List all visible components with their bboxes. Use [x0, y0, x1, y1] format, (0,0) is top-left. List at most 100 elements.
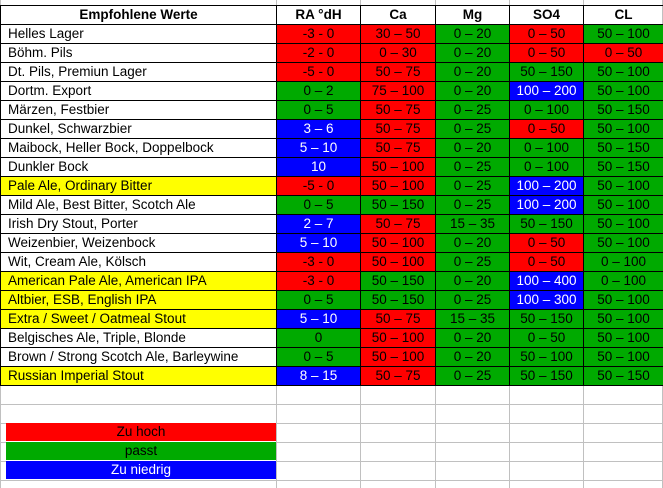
value-cell[interactable]: 50 – 100: [584, 25, 663, 43]
column-header[interactable]: Ca: [389, 7, 407, 22]
value-cell[interactable]: 30 – 50: [361, 25, 435, 43]
value-cell[interactable]: 5 – 10: [277, 139, 360, 157]
value-cell[interactable]: 100 – 300: [510, 291, 583, 309]
beer-style-cell[interactable]: Maibock, Heller Bock, Doppelbock: [8, 140, 214, 155]
value-cell[interactable]: 100 – 200: [510, 177, 583, 195]
value-cell[interactable]: -3 - 0: [277, 272, 360, 290]
value-cell[interactable]: 50 – 100: [361, 234, 435, 252]
value-cell[interactable]: 0 – 20: [436, 139, 509, 157]
beer-style-cell[interactable]: American Pale Ale, American IPA: [1, 272, 276, 290]
value-cell[interactable]: 50 – 100: [584, 82, 663, 100]
value-cell[interactable]: 8 – 15: [277, 367, 360, 385]
value-cell[interactable]: 0 – 50: [510, 329, 583, 347]
value-cell[interactable]: 50 – 100: [584, 310, 663, 328]
value-cell[interactable]: 0 – 50: [510, 120, 583, 138]
beer-style-cell[interactable]: Böhm. Pils: [8, 45, 73, 60]
beer-style-cell[interactable]: Altbier, ESB, English IPA: [1, 291, 276, 309]
beer-style-cell[interactable]: Weizenbier, Weizenbock: [8, 235, 156, 250]
value-cell[interactable]: 15 – 35: [436, 310, 509, 328]
value-cell[interactable]: 0 – 20: [436, 272, 509, 290]
value-cell[interactable]: 50 – 75: [361, 101, 435, 119]
value-cell[interactable]: 50 – 150: [361, 291, 435, 309]
beer-style-cell[interactable]: Extra / Sweet / Oatmeal Stout: [1, 310, 276, 328]
value-cell[interactable]: -2 - 0: [277, 44, 360, 62]
value-cell[interactable]: 0 – 100: [584, 272, 663, 290]
value-cell[interactable]: 50 – 100: [584, 291, 663, 309]
column-header[interactable]: SO4: [532, 7, 560, 22]
value-cell[interactable]: 50 – 75: [361, 120, 435, 138]
column-header[interactable]: Empfohlene Werte: [79, 7, 198, 22]
value-cell[interactable]: -5 - 0: [277, 63, 360, 81]
value-cell[interactable]: 50 – 150: [510, 215, 583, 233]
value-cell[interactable]: 0 – 20: [436, 329, 509, 347]
value-cell[interactable]: 0 – 25: [436, 291, 509, 309]
value-cell[interactable]: 100 – 200: [510, 82, 583, 100]
value-cell[interactable]: 50 – 150: [361, 196, 435, 214]
value-cell[interactable]: 0 – 5: [277, 291, 360, 309]
value-cell[interactable]: 0 – 20: [436, 63, 509, 81]
value-cell[interactable]: 5 – 10: [277, 310, 360, 328]
beer-style-cell[interactable]: Russian Imperial Stout: [1, 367, 276, 385]
value-cell[interactable]: 0 – 20: [436, 234, 509, 252]
value-cell[interactable]: 50 – 75: [361, 139, 435, 157]
value-cell[interactable]: 50 – 100: [584, 215, 663, 233]
value-cell[interactable]: 0 – 5: [277, 348, 360, 366]
beer-style-cell[interactable]: Mild Ale, Best Bitter, Scotch Ale: [8, 197, 196, 212]
value-cell[interactable]: 50 – 100: [584, 177, 663, 195]
value-cell[interactable]: 0 – 100: [510, 101, 583, 119]
value-cell[interactable]: 0 – 100: [510, 139, 583, 157]
value-cell[interactable]: 75 – 100: [361, 82, 435, 100]
value-cell[interactable]: 50 – 75: [361, 63, 435, 81]
value-cell[interactable]: 50 – 100: [584, 234, 663, 252]
value-cell[interactable]: -3 - 0: [277, 25, 360, 43]
value-cell[interactable]: 3 – 6: [277, 120, 360, 138]
value-cell[interactable]: 0 – 20: [436, 348, 509, 366]
value-cell[interactable]: 0 – 25: [436, 177, 509, 195]
value-cell[interactable]: 50 – 100: [584, 63, 663, 81]
value-cell[interactable]: 50 – 150: [584, 158, 663, 176]
value-cell[interactable]: 0 – 25: [436, 120, 509, 138]
value-cell[interactable]: 0 – 5: [277, 101, 360, 119]
value-cell[interactable]: 2 – 7: [277, 215, 360, 233]
value-cell[interactable]: 50 – 100: [361, 177, 435, 195]
column-header[interactable]: RA °dH: [295, 7, 342, 22]
value-cell[interactable]: 50 – 100: [584, 348, 663, 366]
value-cell[interactable]: 5 – 10: [277, 234, 360, 252]
beer-style-cell[interactable]: Dortm. Export: [8, 83, 92, 98]
beer-style-cell[interactable]: Dunkel, Schwarzbier: [8, 121, 132, 136]
value-cell[interactable]: 50 – 150: [584, 101, 663, 119]
value-cell[interactable]: 50 – 100: [361, 253, 435, 271]
value-cell[interactable]: 0 – 50: [510, 253, 583, 271]
value-cell[interactable]: 50 – 100: [361, 329, 435, 347]
value-cell[interactable]: -3 - 0: [277, 253, 360, 271]
value-cell[interactable]: 50 – 100: [584, 196, 663, 214]
beer-style-cell[interactable]: Dunkler Bock: [8, 159, 89, 174]
value-cell[interactable]: 50 – 150: [584, 367, 663, 385]
value-cell[interactable]: 0 – 30: [361, 44, 435, 62]
beer-style-cell[interactable]: Belgisches Ale, Triple, Blonde: [8, 330, 186, 345]
value-cell[interactable]: 0 – 25: [436, 158, 509, 176]
value-cell[interactable]: 0 – 5: [277, 196, 360, 214]
value-cell[interactable]: 50 – 100: [584, 120, 663, 138]
value-cell[interactable]: 15 – 35: [436, 215, 509, 233]
beer-style-cell[interactable]: Wit, Cream Ale, Kölsch: [8, 254, 147, 269]
value-cell[interactable]: 10: [277, 158, 360, 176]
value-cell[interactable]: 0 – 20: [436, 44, 509, 62]
beer-style-cell[interactable]: Pale Ale, Ordinary Bitter: [1, 177, 276, 195]
value-cell[interactable]: 0 – 2: [277, 82, 360, 100]
value-cell[interactable]: 50 – 150: [510, 310, 583, 328]
beer-style-cell[interactable]: Märzen, Festbier: [8, 102, 110, 117]
value-cell[interactable]: 50 – 150: [584, 139, 663, 157]
value-cell[interactable]: 50 – 150: [510, 367, 583, 385]
value-cell[interactable]: 0 – 100: [584, 253, 663, 271]
value-cell[interactable]: -5 - 0: [277, 177, 360, 195]
value-cell[interactable]: 50 – 75: [361, 215, 435, 233]
value-cell[interactable]: 50 – 100: [510, 348, 583, 366]
value-cell[interactable]: 50 – 150: [510, 63, 583, 81]
value-cell[interactable]: 0 – 50: [510, 234, 583, 252]
value-cell[interactable]: 50 – 75: [361, 310, 435, 328]
value-cell[interactable]: 0 – 25: [436, 367, 509, 385]
value-cell[interactable]: 0 – 20: [436, 82, 509, 100]
value-cell[interactable]: 50 – 100: [361, 158, 435, 176]
column-header[interactable]: CL: [614, 7, 633, 22]
